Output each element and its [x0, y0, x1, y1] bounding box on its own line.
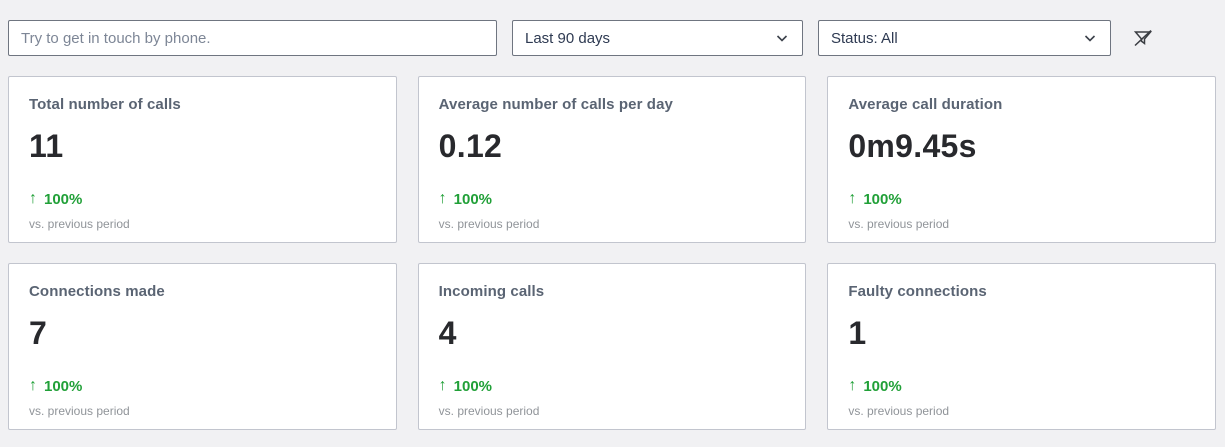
up-arrow-icon: ↑ — [29, 190, 37, 207]
stat-card-change-value: 100% — [863, 190, 902, 208]
stat-card-total-calls: Total number of calls 11 ↑ 100% vs. prev… — [8, 76, 397, 243]
phone-search-input[interactable] — [8, 20, 497, 56]
stat-card-change: ↑ 100% — [848, 377, 1195, 395]
stat-card-change: ↑ 100% — [439, 377, 786, 395]
filter-off-icon — [1133, 29, 1153, 47]
stat-card-title: Connections made — [29, 283, 165, 300]
stat-card-change-value: 100% — [863, 377, 902, 395]
chevron-down-icon — [776, 35, 788, 42]
stat-card-change: ↑ 100% — [439, 190, 786, 208]
stat-card-change-value: 100% — [453, 190, 493, 208]
clear-filters-button[interactable] — [1128, 23, 1158, 53]
stat-card-change: ↑ 100% — [29, 190, 376, 208]
stat-card-comparison: vs. previous period — [848, 217, 950, 231]
status-value: Status: All — [831, 29, 898, 47]
stat-card-value: 0.12 — [438, 128, 503, 164]
stat-card-title: Faulty connections — [848, 283, 987, 300]
filter-bar: Last 90 days Status: All — [0, 0, 1225, 56]
stat-card-title: Total number of calls — [29, 96, 181, 113]
stat-card-comparison: vs. previous period — [438, 404, 540, 418]
chevron-down-icon — [1084, 35, 1096, 42]
stat-card-value: 0m9.45s — [848, 128, 977, 164]
stat-card-avg-call-duration: Average call duration 0m9.45s ↑ 100% vs.… — [827, 76, 1216, 243]
stat-card-change-value: 100% — [44, 377, 83, 395]
stat-card-title: Average number of calls per day — [438, 96, 673, 113]
stat-card-comparison: vs. previous period — [438, 217, 540, 231]
stat-card-title: Incoming calls — [438, 283, 545, 300]
up-arrow-icon: ↑ — [848, 190, 857, 207]
date-range-value: Last 90 days — [525, 29, 611, 47]
stat-card-value: 1 — [848, 315, 867, 351]
stat-card-value: 4 — [438, 315, 457, 351]
stat-card-value: 11 — [29, 128, 64, 164]
stat-card-change: ↑ 100% — [848, 190, 1195, 208]
stats-grid: Total number of calls 11 ↑ 100% vs. prev… — [8, 76, 1216, 430]
stat-card-comparison: vs. previous period — [848, 404, 950, 418]
status-dropdown[interactable]: Status: All — [818, 20, 1111, 56]
stat-card-title: Average call duration — [848, 96, 1003, 113]
up-arrow-icon: ↑ — [29, 377, 37, 394]
date-range-dropdown[interactable]: Last 90 days — [512, 20, 803, 56]
stat-card-comparison: vs. previous period — [29, 217, 130, 231]
stat-card-comparison: vs. previous period — [29, 404, 130, 418]
stat-card-faulty-connections: Faulty connections 1 ↑ 100% vs. previous… — [827, 263, 1216, 430]
up-arrow-icon: ↑ — [438, 190, 447, 207]
stat-card-change: ↑ 100% — [29, 377, 376, 395]
stat-card-connections-made: Connections made 7 ↑ 100% vs. previous p… — [8, 263, 397, 430]
stat-card-change-value: 100% — [44, 190, 83, 208]
up-arrow-icon: ↑ — [438, 377, 447, 394]
stat-card-avg-calls-per-day: Average number of calls per day 0.12 ↑ 1… — [417, 76, 807, 243]
stat-card-incoming-calls: Incoming calls 4 ↑ 100% vs. previous per… — [417, 263, 807, 430]
up-arrow-icon: ↑ — [848, 377, 857, 394]
stat-card-change-value: 100% — [453, 377, 493, 395]
stat-card-value: 7 — [29, 315, 48, 351]
